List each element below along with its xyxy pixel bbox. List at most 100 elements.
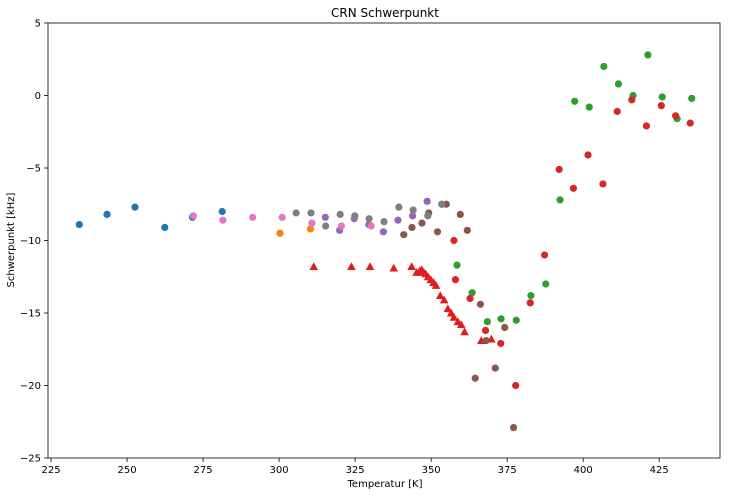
data-point-s2-14: [658, 93, 666, 101]
data-point-s3-14: [642, 122, 651, 130]
data-point-s3-13: [628, 96, 636, 104]
data-point-s0-0: [75, 220, 83, 229]
data-point-s6-8: [471, 374, 479, 382]
data-point-s7-0: [189, 212, 197, 220]
data-point-s2-10: [600, 62, 608, 71]
data-point-s8-4: [351, 212, 359, 220]
data-point-s2-13: [644, 51, 652, 59]
data-point-s4-1: [347, 262, 356, 271]
data-point-s3-15: [657, 102, 665, 110]
data-point-s0-3: [161, 223, 169, 232]
data-point-s2-16: [688, 94, 696, 102]
data-point-s0-5: [218, 207, 226, 216]
chart-title: CRN Schwerpunkt: [331, 6, 439, 20]
data-point-s2-1: [468, 289, 476, 297]
data-point-s8-2: [322, 222, 330, 230]
x-tick-label-6: 375: [498, 465, 517, 476]
data-point-s7-6: [367, 222, 375, 230]
data-point-s0-2: [131, 203, 139, 211]
data-point-s4-13: [431, 281, 441, 289]
data-point-s2-9: [585, 103, 593, 111]
data-point-s6-11: [491, 364, 499, 372]
x-tick-label-2: 275: [194, 465, 213, 476]
data-point-s8-1: [307, 209, 315, 217]
data-point-s1-1: [306, 225, 315, 233]
plot-area: [75, 51, 696, 432]
data-point-s3-11: [599, 180, 607, 188]
data-point-s5-7: [423, 197, 431, 205]
y-tick-label-5: −20: [20, 381, 41, 392]
y-tick-label-3: −10: [20, 236, 41, 247]
data-point-s3-10: [584, 151, 592, 159]
data-point-s8-0: [292, 209, 300, 217]
x-tick-label-0: 225: [41, 465, 60, 476]
y-axis-label: Schwerpunkt [kHz]: [6, 192, 17, 287]
data-point-s8-7: [395, 203, 403, 211]
data-point-s6-7: [463, 226, 471, 234]
data-point-s6-12: [501, 323, 509, 332]
data-point-s6-6: [456, 210, 464, 218]
data-point-s5-5: [394, 216, 402, 224]
data-point-s0-1: [103, 210, 111, 218]
data-point-s8-8: [409, 206, 417, 214]
y-tick-label-2: −5: [26, 164, 41, 175]
data-point-s8-6: [380, 218, 388, 226]
data-point-s3-1: [451, 276, 460, 284]
x-tick-label-5: 350: [422, 465, 441, 476]
data-point-s8-10: [438, 200, 446, 208]
data-point-s6-10: [482, 336, 490, 345]
data-point-s6-0: [400, 231, 408, 239]
data-point-s8-3: [336, 210, 344, 218]
data-point-s4-14: [435, 291, 445, 300]
x-tick-label-7: 400: [574, 465, 593, 476]
x-tick-label-4: 325: [346, 465, 365, 476]
data-point-s3-2: [466, 294, 474, 303]
data-point-s4-3: [389, 263, 399, 272]
data-point-s3-12: [613, 107, 621, 116]
data-point-s7-3: [278, 213, 286, 221]
data-point-s2-3: [497, 315, 505, 323]
plot-frame: [47, 22, 721, 459]
y-tick-label-6: −25: [20, 454, 41, 465]
data-point-s3-5: [512, 381, 520, 390]
axes: 225 250 275 300 325 350 375 400 425 5 0 −5 −10 −15 −20…: [20, 19, 721, 476]
y-tick-label-0: 5: [35, 19, 41, 30]
data-point-s3-17: [686, 119, 694, 127]
data-point-s6-1: [408, 223, 416, 232]
data-point-s4-21: [460, 327, 469, 336]
data-point-s3-8: [555, 165, 563, 174]
data-point-s3-9: [569, 184, 578, 192]
data-point-s3-6: [526, 299, 534, 307]
data-point-s7-4: [308, 219, 316, 227]
data-point-s2-2: [483, 318, 491, 326]
data-point-s6-2: [418, 219, 426, 227]
x-tick-label-1: 250: [118, 465, 137, 476]
data-point-s2-5: [527, 292, 535, 300]
data-point-s1-0: [276, 229, 284, 237]
data-point-s5-4: [379, 228, 387, 236]
data-point-s4-18: [449, 313, 459, 321]
data-point-s7-2: [249, 213, 257, 221]
data-point-s3-7: [540, 251, 549, 259]
data-point-s3-4: [497, 339, 505, 348]
data-point-s4-2: [365, 262, 375, 271]
y-tick-label-4: −15: [20, 309, 41, 320]
data-point-s2-7: [556, 196, 564, 204]
data-point-s3-0: [450, 236, 458, 245]
x-axis-label: Temperatur [K]: [347, 479, 423, 490]
data-point-s6-4: [433, 228, 442, 236]
data-point-s6-9: [476, 300, 484, 308]
data-point-s2-8: [571, 97, 579, 105]
data-point-s5-0: [321, 213, 329, 221]
data-point-s3-3: [481, 326, 490, 334]
data-point-s4-0: [309, 262, 319, 271]
data-point-s2-4: [512, 316, 520, 324]
data-point-s8-9: [424, 212, 432, 220]
data-point-s2-0: [453, 261, 461, 269]
data-point-s4-20: [456, 320, 466, 329]
data-point-s7-1: [219, 216, 227, 224]
x-tick-label-8: 425: [650, 465, 669, 476]
data-point-s5-6: [408, 212, 417, 220]
data-point-s2-11: [614, 80, 623, 88]
y-tick-label-1: 0: [35, 91, 41, 102]
